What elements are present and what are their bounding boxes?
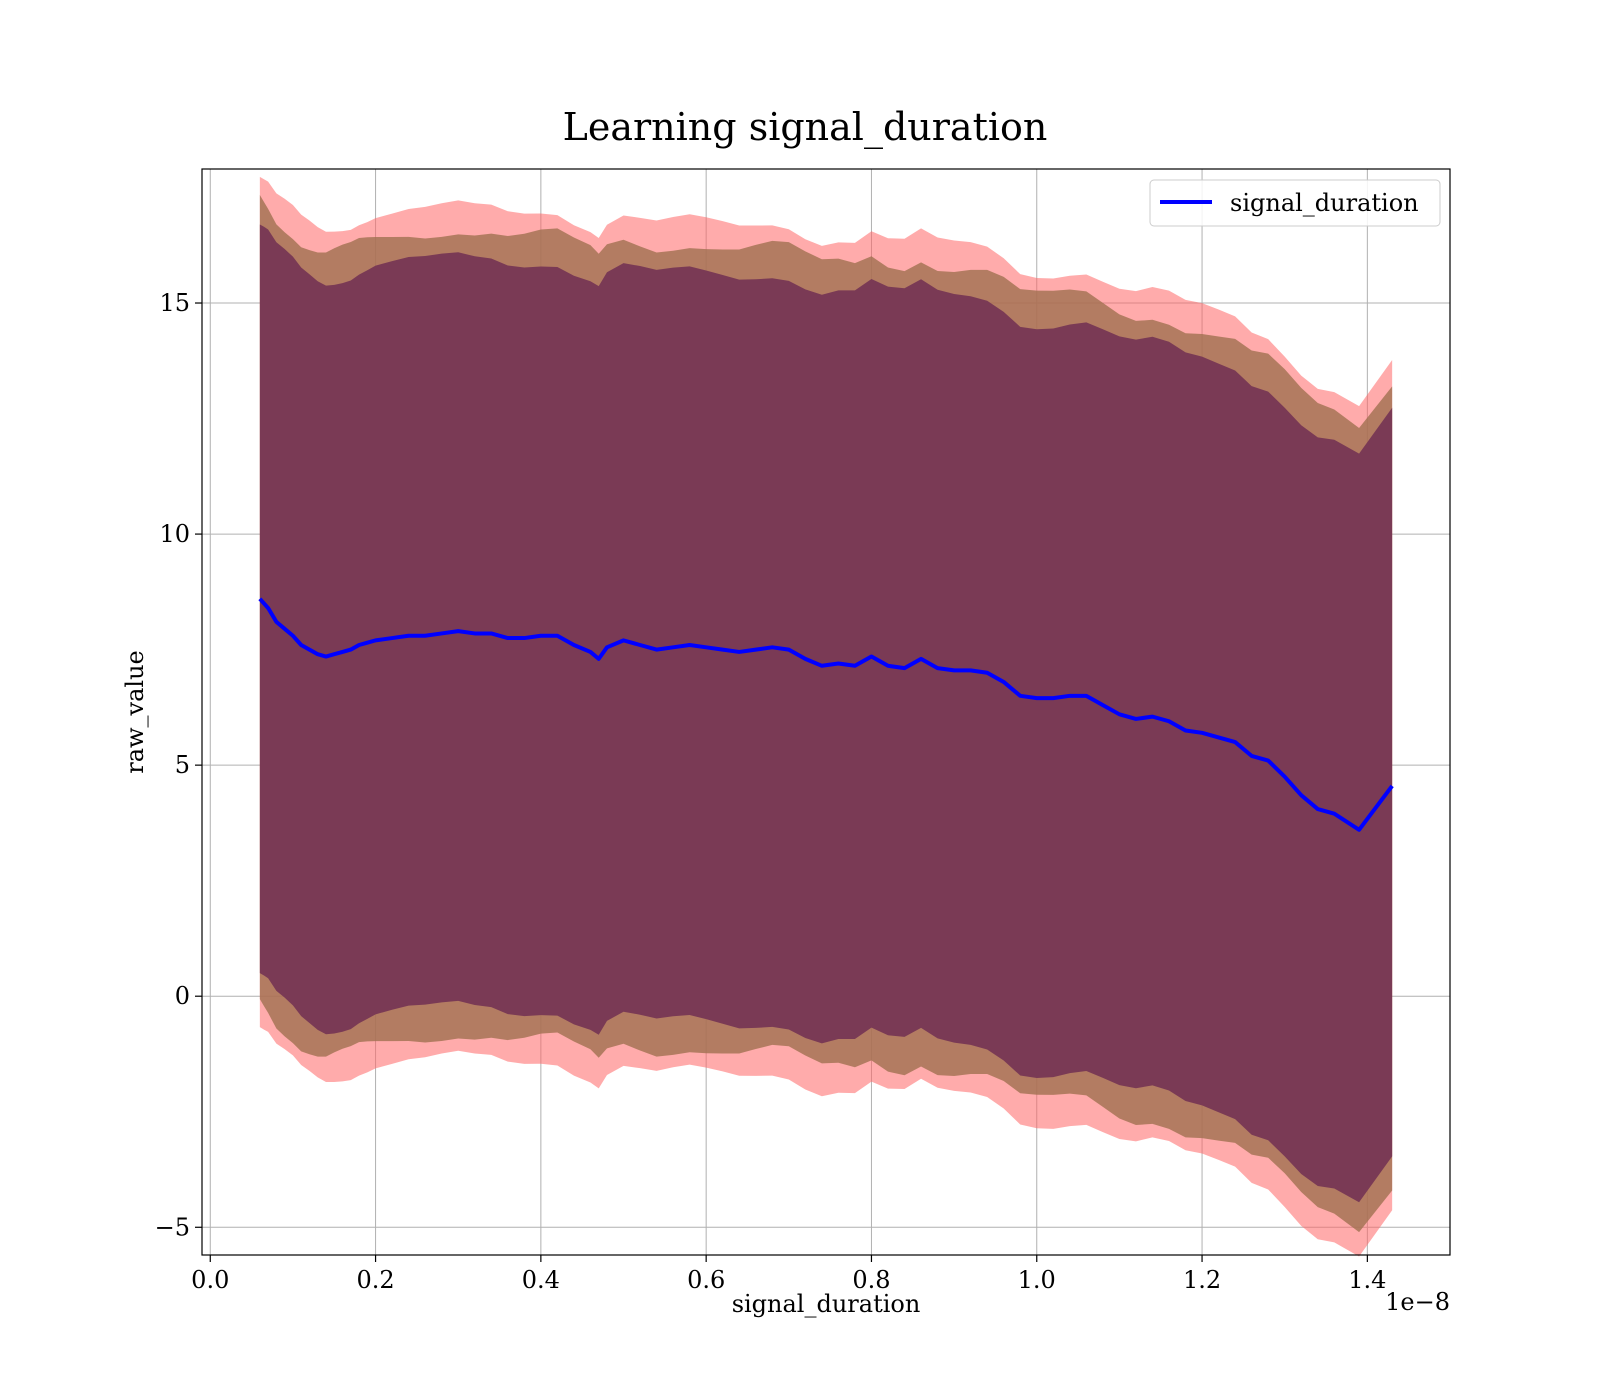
- chart-title: Learning signal_duration: [563, 105, 1048, 150]
- legend: signal_duration: [1149, 179, 1441, 227]
- x-tick-label: 0.4: [522, 1266, 560, 1294]
- x-tick-label: 0.6: [687, 1266, 725, 1294]
- x-axis-label: signal_duration: [732, 1290, 921, 1318]
- series-line-signal-duration: [258, 597, 1394, 832]
- y-axis-ticks: −5 0 5 10 15: [155, 289, 202, 1241]
- legend-entry-signal-duration: signal_duration: [1230, 189, 1419, 217]
- y-tick-label: 0: [175, 982, 190, 1010]
- y-tick-label: −5: [155, 1213, 190, 1241]
- y-axis-label: raw_value: [121, 650, 149, 774]
- legend-box: [1149, 179, 1441, 227]
- x-tick-label: 0.2: [356, 1266, 394, 1294]
- confidence-bands: [259, 176, 1393, 1257]
- y-tick-label: 5: [175, 751, 190, 779]
- x-tick-label: 1.4: [1348, 1266, 1386, 1294]
- x-tick-label: 1.2: [1183, 1266, 1221, 1294]
- x-tick-label: 1.0: [1018, 1266, 1056, 1294]
- series-lines: [258, 597, 1394, 832]
- x-tick-label: 0.0: [191, 1266, 229, 1294]
- x-tick-label: 0.8: [852, 1266, 890, 1294]
- band-inner: [259, 224, 1393, 1203]
- x-axis-offset-text: 1e−8: [1385, 1288, 1450, 1316]
- y-tick-label: 15: [159, 289, 190, 317]
- y-tick-label: 10: [159, 520, 190, 548]
- x-axis-ticks: 0.0 0.2 0.4 0.6 0.8 1.0 1.2 1.4: [191, 1255, 1386, 1294]
- plot-area-frame: [201, 168, 1451, 1256]
